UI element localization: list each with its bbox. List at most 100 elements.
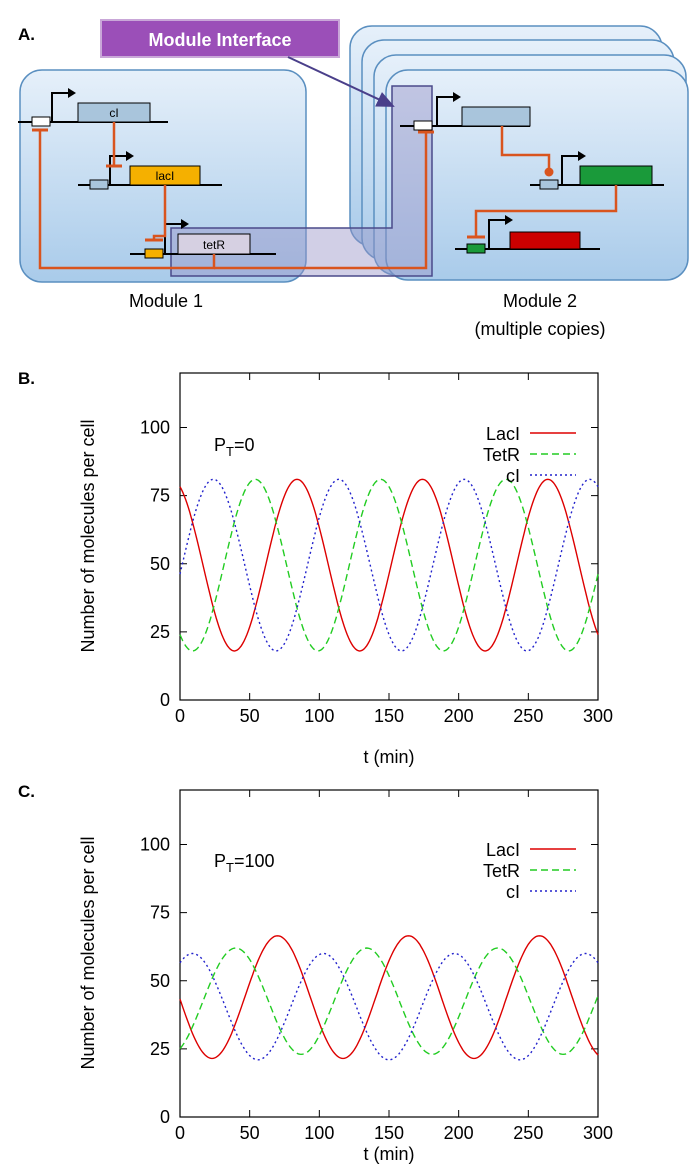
x-tick-label: 200	[444, 706, 474, 726]
legend-label-ci: cI	[506, 882, 520, 902]
y-tick-label: 25	[150, 622, 170, 642]
annotation-symbol: P	[214, 851, 226, 871]
module-interface-label: Module Interface	[148, 30, 291, 50]
series-line-ci	[179, 478, 599, 652]
repression-tetr-ci	[38, 130, 216, 270]
x-tick-label: 300	[583, 706, 613, 726]
x-tick-label: 50	[240, 706, 260, 726]
activation-dot-icon	[544, 167, 554, 177]
operator-site	[413, 120, 433, 131]
x-tick-label: 250	[513, 1123, 543, 1143]
series-line-ci	[179, 952, 599, 1061]
gene-ci-label: cI	[109, 106, 118, 120]
y-axis-label: Number of molecules per cell	[78, 419, 98, 652]
y-tick-label: 50	[150, 971, 170, 991]
x-tick-label: 100	[304, 706, 334, 726]
x-tick-label: 150	[374, 706, 404, 726]
axis-ticks: 0 50 100 150 200 250 300 0 25 50 75 100	[140, 790, 613, 1143]
module1-title: Module 1	[129, 291, 203, 311]
series-group	[179, 935, 599, 1061]
module2-title: Module 2	[503, 291, 577, 311]
y-tick-label: 75	[150, 903, 170, 923]
gene-module2-red	[509, 231, 581, 250]
x-tick-label: 150	[374, 1123, 404, 1143]
x-axis-label: t (min)	[364, 1144, 415, 1164]
module2-subtitle: (multiple copies)	[474, 319, 605, 339]
x-tick-label: 50	[240, 1123, 260, 1143]
y-tick-label: 100	[140, 835, 170, 855]
promoter-arrow-icon	[436, 96, 455, 126]
y-tick-label: 0	[160, 1107, 170, 1127]
gene-laci-label: lacI	[156, 169, 175, 183]
gene-module2-green	[579, 165, 653, 186]
annotation-value: =0	[234, 435, 255, 455]
plot-frame	[179, 789, 599, 1118]
annotation-value: =100	[234, 851, 275, 871]
x-tick-label: 100	[304, 1123, 334, 1143]
promoter-arrowhead-icon	[453, 92, 461, 102]
series-line-laci	[179, 478, 599, 652]
annotation-symbol: P	[214, 435, 226, 455]
gene-tetr-label: tetR	[203, 238, 225, 252]
promoter-arrow-icon	[109, 155, 128, 185]
promoter-arrowhead-icon	[68, 88, 76, 98]
promoter-arrowhead-icon	[181, 219, 189, 229]
panel-c: C. 0 50 100 150 200 250 300 0 25 50 75 100 LacITetR…	[18, 782, 613, 1164]
operator-site	[466, 243, 486, 254]
annotation-pt: PT=100	[214, 851, 275, 875]
y-tick-label: 0	[160, 690, 170, 710]
panel-c-label: C.	[18, 782, 35, 801]
legend-label-ci: cI	[506, 466, 520, 486]
operator-site	[89, 179, 109, 190]
y-tick-label: 25	[150, 1039, 170, 1059]
x-tick-label: 0	[175, 1123, 185, 1143]
operator-site	[144, 248, 164, 259]
repression-tetr-module2	[214, 132, 428, 270]
legend-label-tetr: TetR	[483, 861, 520, 881]
operator-site	[539, 179, 559, 190]
promoter-arrowhead-icon	[578, 151, 586, 161]
y-tick-label: 100	[140, 418, 170, 438]
panel-b: B. 0 50 100 150 200 250 300 0 25 50 75 100 LacITetR…	[18, 369, 613, 767]
plot-frame	[179, 372, 599, 701]
legend-label-laci: LacI	[486, 424, 520, 444]
gene-module2-first	[461, 106, 531, 127]
series-group	[179, 478, 599, 652]
legend-label-tetr: TetR	[483, 445, 520, 465]
x-tick-label: 300	[583, 1123, 613, 1143]
series-line-laci	[179, 935, 599, 1060]
operator-site	[31, 116, 51, 127]
panel-a-label: A.	[18, 25, 35, 44]
series-line-tetr	[179, 478, 599, 652]
promoter-arrow-icon	[488, 219, 507, 249]
x-tick-label: 200	[444, 1123, 474, 1143]
interface-pointer-arrow	[287, 56, 395, 107]
y-tick-label: 50	[150, 554, 170, 574]
module-interface-callout	[100, 19, 340, 58]
y-tick-label: 75	[150, 486, 170, 506]
annotation-pt: PT=0	[214, 435, 255, 459]
promoter-arrowhead-icon	[126, 151, 134, 161]
promoter-arrowhead-icon	[505, 215, 513, 225]
activation-link	[500, 126, 551, 170]
panel-b-label: B.	[18, 369, 35, 388]
legend-label-laci: LacI	[486, 840, 520, 860]
module-interface-region	[170, 85, 433, 277]
x-tick-label: 250	[513, 706, 543, 726]
annotation-subscript: T	[226, 444, 234, 459]
repression-link	[474, 185, 618, 236]
annotation-subscript: T	[226, 860, 234, 875]
repression-laci-tetr	[152, 185, 167, 240]
series-line-tetr	[179, 947, 599, 1056]
panel-a: A. cI lacI	[18, 19, 689, 339]
module1-genes: cI lacI tetR	[18, 88, 434, 270]
promoter-arrow-icon	[561, 155, 580, 185]
y-axis-label: Number of molecules per cell	[78, 836, 98, 1069]
axis-ticks: 0 50 100 150 200 250 300 0 25 50 75 100	[140, 373, 613, 726]
x-tick-label: 0	[175, 706, 185, 726]
